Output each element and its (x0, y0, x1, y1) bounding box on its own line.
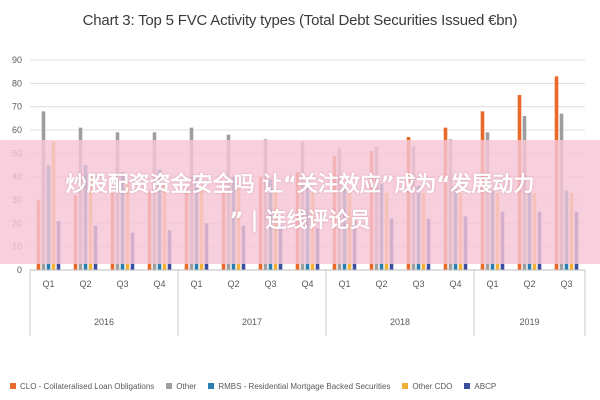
x-tick-label: Q3 (412, 279, 424, 289)
legend-item: ABCP (464, 382, 496, 391)
x-tick-label: Q2 (227, 279, 239, 289)
chart-legend: CLO - Collateralised Loan Obligations Oth… (10, 378, 600, 394)
y-tick-label: 80 (12, 78, 22, 88)
y-tick-label: 60 (12, 125, 22, 135)
legend-swatch (208, 383, 215, 389)
x-group-label: 2019 (519, 317, 539, 327)
x-tick-label: Q3 (560, 279, 572, 289)
promo-banner-text[interactable]: 炒股配资资金安全吗 让“关注效应”成为“发展动力 (65, 172, 535, 196)
x-tick-label: Q1 (338, 279, 350, 289)
promo-banner-subtext[interactable]: ” | 连线评论员 (229, 208, 371, 232)
x-tick-label: Q1 (190, 279, 202, 289)
legend-label: CLO - Collateralised Loan Obligations (20, 381, 155, 391)
x-tick-label: Q1 (42, 279, 54, 289)
promo-banner-overlay[interactable]: 炒股配资资金安全吗 让“关注效应”成为“发展动力 ” | 连线评论员 (0, 140, 600, 264)
x-group-label: 2018 (390, 317, 410, 327)
x-tick-label: Q2 (79, 279, 91, 289)
chart-title: Chart 3: Top 5 FVC Activity types (Total… (82, 12, 518, 29)
x-group-label: 2017 (242, 317, 262, 327)
y-tick-label: 0 (17, 265, 22, 275)
legend-swatch (10, 383, 16, 389)
legend-item: Other CDO (402, 382, 452, 391)
x-tick-label: Q4 (449, 279, 461, 289)
legend-swatch (402, 383, 409, 389)
x-tick-label: Q1 (486, 279, 498, 289)
x-tick-label: Q3 (116, 279, 128, 289)
y-tick-label: 90 (12, 55, 22, 65)
x-tick-label: Q2 (523, 279, 535, 289)
legend-label: Other (176, 381, 197, 391)
legend-item: Other (166, 382, 196, 391)
legend-item: CLO - Collateralised Loan Obligations (10, 382, 154, 391)
legend-item: RMBS - Residential Mortgage Backed Secur… (208, 382, 390, 391)
legend-swatch (464, 383, 471, 389)
x-tick-label: Q2 (375, 279, 387, 289)
legend-label: RMBS - Residential Mortgage Backed Secur… (218, 381, 391, 391)
legend-label: Other CDO (412, 381, 453, 391)
legend-swatch (166, 383, 173, 389)
legend-label: ABCP (474, 381, 497, 391)
y-tick-label: 70 (12, 102, 22, 112)
x-tick-label: Q3 (264, 279, 276, 289)
x-group-label: 2016 (94, 317, 114, 327)
x-tick-label: Q4 (153, 279, 165, 289)
x-tick-label: Q4 (301, 279, 313, 289)
